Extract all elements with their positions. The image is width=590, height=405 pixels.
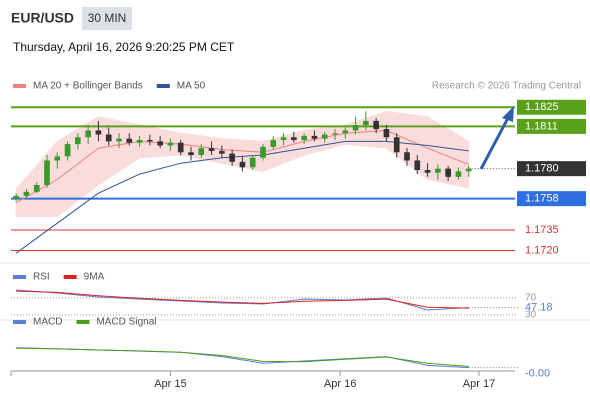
candle-body	[239, 161, 246, 168]
legend-swatch	[13, 275, 26, 279]
candle-body	[167, 142, 174, 146]
level-label: 1.1735	[525, 224, 559, 236]
level-label: 1.1758	[525, 193, 559, 205]
indicator-line	[16, 347, 469, 367]
level-label: 1.1825	[525, 101, 559, 113]
y-tick-label: 70	[525, 293, 537, 304]
candle-body	[13, 195, 19, 199]
x-tick-label: Apr 15	[154, 378, 186, 390]
y-tick-label: 30	[525, 310, 537, 321]
candle-body	[75, 137, 81, 145]
legend-swatch	[156, 84, 170, 88]
candle-body	[321, 134, 328, 139]
level-box	[517, 161, 586, 177]
legend-swatch	[76, 320, 90, 324]
legend-swatch	[13, 320, 26, 324]
candle-body	[136, 140, 143, 143]
legend-swatch	[63, 275, 77, 279]
candle-body	[64, 144, 71, 157]
candle-body	[363, 120, 369, 125]
level-box	[517, 99, 586, 115]
ma-line	[15, 140, 469, 254]
level-box	[517, 118, 586, 134]
indicator-line	[16, 290, 469, 309]
legend-label: MA 50	[177, 81, 206, 92]
legend-swatch	[13, 84, 26, 88]
candle-body	[33, 185, 40, 192]
candle-body	[219, 150, 225, 154]
candle-body	[260, 146, 266, 158]
x-tick-label: Apr 16	[324, 378, 356, 390]
candle-body	[383, 129, 390, 138]
candle-body	[332, 133, 338, 135]
candle-body	[126, 138, 133, 143]
candle-body	[301, 135, 307, 140]
candle-body	[147, 140, 153, 142]
level-label: 1.1720	[525, 244, 559, 256]
candle-body	[414, 160, 421, 170]
candle-body	[342, 130, 349, 134]
candle-body	[291, 137, 297, 140]
interval-box	[82, 7, 132, 30]
candle-body	[105, 134, 112, 142]
candle-body	[116, 138, 122, 142]
candle-body	[54, 156, 61, 161]
candle-body	[229, 153, 235, 162]
level-box	[517, 191, 586, 207]
legend-label: MA 20 + Bollinger Bands	[33, 81, 143, 92]
candle-body	[249, 157, 256, 168]
candle-body	[208, 148, 215, 151]
candle-body	[23, 191, 30, 196]
forecast-arrow	[479, 117, 510, 170]
candle-body	[424, 170, 431, 173]
candle-body	[445, 168, 451, 177]
last-value-label: 47.18	[525, 301, 553, 313]
candle-body	[465, 168, 472, 172]
level-label: 1.1780	[525, 163, 559, 175]
interval: 30 MIN	[88, 11, 127, 25]
level-label: 1.1811	[525, 120, 558, 132]
candle-body	[188, 152, 194, 155]
candle-body	[270, 140, 277, 147]
credit: Research © 2026 Trading Central	[432, 81, 581, 92]
candle-body	[44, 160, 50, 185]
candle-body	[393, 137, 400, 153]
candle-body	[95, 130, 102, 135]
candle-body	[435, 168, 441, 173]
candle-body	[280, 137, 287, 140]
legend-label: MACD Signal	[96, 317, 156, 328]
candle-body	[373, 120, 379, 130]
x-tick-label: Apr 17	[463, 378, 495, 390]
timestamp: Thursday, April 16, 2026 9:20:25 PM CET	[13, 40, 235, 54]
candle-body	[352, 125, 359, 131]
candle-body	[455, 171, 462, 177]
last-value-label: -0.00	[525, 368, 550, 380]
candle-body	[311, 135, 318, 139]
legend-label: RSI	[33, 272, 50, 283]
legend-label: 9MA	[84, 272, 105, 283]
candle-body	[404, 152, 410, 161]
legend-label: MACD	[33, 317, 62, 328]
candle-body	[198, 148, 205, 155]
candle-body	[177, 142, 184, 153]
ma-line	[15, 129, 469, 204]
candle-body	[157, 141, 163, 146]
forecast-arrowhead	[502, 106, 514, 122]
symbol: EUR/USD	[11, 10, 74, 26]
candle-body	[85, 130, 91, 138]
